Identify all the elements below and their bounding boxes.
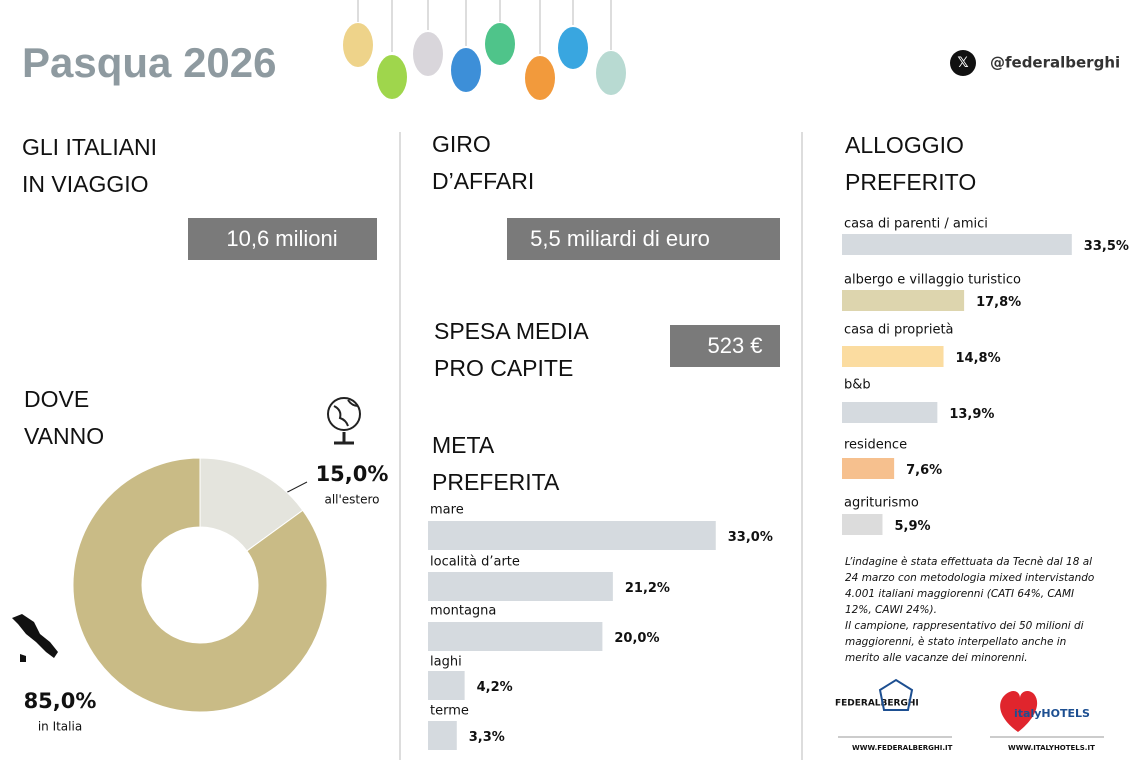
note-line: 4.001 italiani maggiorenni (CATI 64%, CA… [845, 588, 1074, 600]
bar-label: laghi [430, 655, 462, 670]
section-heading: PREFERITO [845, 169, 976, 195]
bar-value: 33,0% [728, 530, 773, 545]
bar-label: casa di proprietà [844, 323, 954, 338]
section-heading: VANNO [24, 423, 104, 449]
slice-label: in Italia [38, 720, 82, 734]
bar-value: 20,0% [614, 631, 659, 646]
bar-label: casa di parenti / amici [844, 217, 988, 232]
bar [428, 671, 465, 700]
section-heading: D’AFFARI [432, 168, 534, 194]
x-logo [950, 50, 976, 76]
logo-name: italyHOTELS [1014, 707, 1090, 720]
donut-slice [72, 457, 328, 713]
value-text: 523 € [707, 333, 762, 358]
bar-value: 4,2% [477, 680, 513, 695]
value-box [188, 218, 377, 260]
bar-value: 21,2% [625, 581, 670, 596]
value-box [507, 218, 780, 260]
logo-name: FEDERALBERGHI [835, 699, 919, 709]
bar [428, 622, 603, 651]
value-text: 5,5 miliardi di euro [530, 226, 710, 251]
section-heading: PRO CAPITE [434, 355, 573, 381]
note-line: maggiorenni, è stato interpellato anche … [845, 636, 1066, 648]
note-line: merito alle vacanze dei minorenni. [845, 652, 1028, 664]
bar-label: albergo e villaggio turistico [844, 273, 1021, 288]
eggs [343, 0, 626, 100]
bar-label: b&b [844, 378, 871, 393]
bar-value: 14,8% [956, 351, 1001, 366]
bar [428, 572, 613, 601]
bar-label: residence [844, 438, 907, 453]
title: Pasqua 2026 [22, 39, 277, 86]
bar [428, 721, 457, 750]
slice-value: 85,0% [24, 689, 97, 713]
section-heading: ALLOGGIO [845, 132, 964, 158]
bar [842, 290, 965, 311]
bar-label: montagna [430, 604, 496, 619]
bar-label: agriturismo [844, 496, 919, 511]
logo-url: WWW.FEDERALBERGHI.IT [852, 744, 953, 752]
bar-value: 7,6% [906, 463, 942, 478]
bar-label: terme [430, 704, 469, 719]
bar-label: mare [430, 503, 464, 518]
bar-value: 17,8% [976, 295, 1021, 310]
section-heading: IN VIAGGIO [22, 171, 149, 197]
section-heading: SPESA MEDIA [434, 318, 589, 344]
note-line: Il campione, rappresentativo dei 50 mili… [845, 620, 1084, 632]
note-line: 12%, CAWI 24%). [845, 604, 937, 616]
italyhotels-logo [1000, 691, 1038, 732]
bar [842, 234, 1072, 255]
section-heading: GLI ITALIANI [22, 134, 157, 160]
bar [842, 346, 944, 367]
bar-value: 13,9% [949, 407, 994, 422]
slice-value: 15,0% [316, 462, 389, 486]
italy-icon [12, 614, 58, 662]
section-heading: PREFERITA [432, 469, 560, 495]
note-line: 24 marzo con metodologia mixed intervist… [845, 572, 1094, 584]
bar [428, 521, 716, 550]
bar-value: 3,3% [469, 730, 505, 745]
bar-label: località d’arte [430, 555, 520, 570]
bar [842, 458, 895, 479]
logo-url: WWW.ITALYHOTELS.IT [1008, 744, 1095, 752]
section-heading: META [432, 432, 495, 458]
slice-label: all'estero [324, 493, 379, 507]
value-box [670, 325, 780, 367]
bar-value: 33,5% [1084, 239, 1129, 254]
section-heading: DOVE [24, 386, 89, 412]
bar-value: 5,9% [894, 519, 930, 534]
value-text: 10,6 milioni [226, 226, 337, 251]
globe-icon [327, 397, 361, 445]
section-heading: GIRO [432, 131, 491, 157]
note-line: L’indagine è stata effettuata da Tecnè d… [845, 556, 1092, 568]
bar [842, 402, 938, 423]
handle: @federalberghi [990, 54, 1120, 72]
bar [842, 514, 883, 535]
federalberghi-logo [878, 678, 914, 711]
x-glyph: 𝕏 [957, 55, 968, 71]
